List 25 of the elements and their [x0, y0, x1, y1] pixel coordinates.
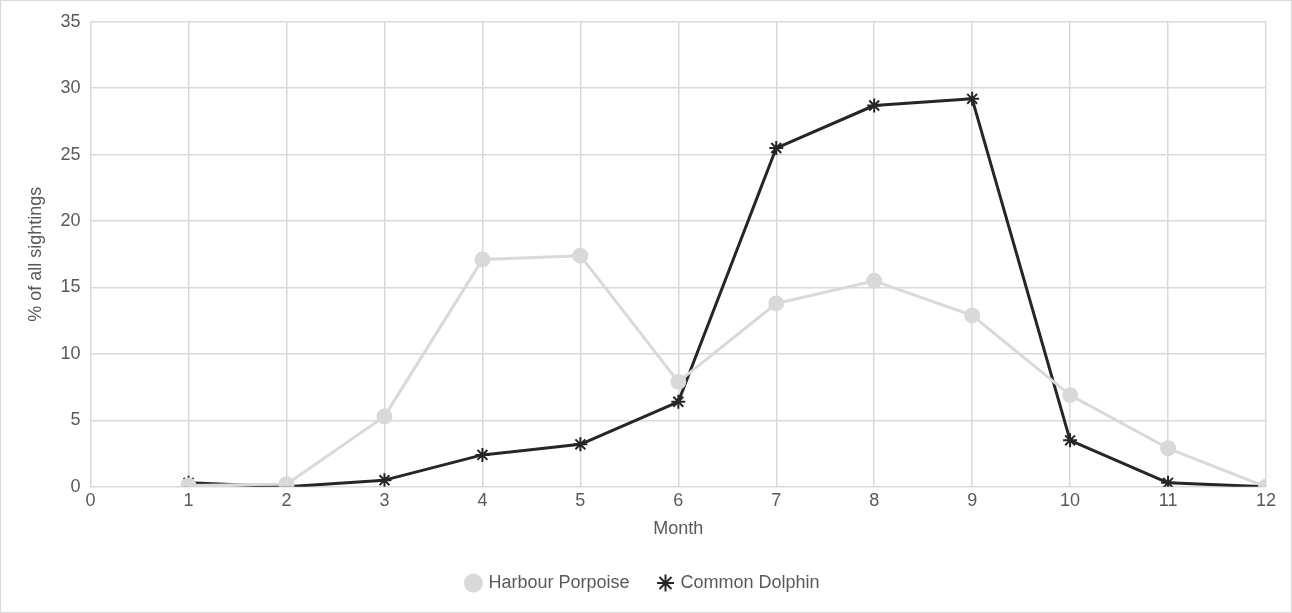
x-axis-title: Month	[653, 518, 704, 539]
x-tick-label: 9	[967, 489, 978, 510]
x-tick-label: 3	[379, 489, 390, 510]
x-tick-label: 7	[771, 489, 782, 510]
y-tick-label: 0	[70, 475, 81, 496]
x-tick-label: 12	[1255, 489, 1277, 510]
y-tick-label: 25	[60, 143, 81, 164]
y-tick-label: 15	[60, 276, 81, 297]
x-tick-label: 6	[673, 489, 684, 510]
x-tick-label: 2	[281, 489, 292, 510]
y-axis-title: % of all sightings	[24, 186, 45, 322]
y-tick-label: 20	[60, 210, 81, 231]
y-tick-label: 10	[60, 342, 81, 363]
x-tick-label: 0	[85, 489, 96, 510]
legend-label: Common Dolphin	[680, 571, 820, 592]
legend-label: Harbour Porpoise	[488, 571, 630, 592]
x-tick-label: 5	[575, 489, 586, 510]
y-tick-label: 30	[60, 77, 81, 98]
x-tick-label: 10	[1060, 489, 1081, 510]
x-tick-label: 1	[183, 489, 194, 510]
y-tick-label: 5	[70, 409, 81, 430]
x-tick-label: 8	[869, 489, 880, 510]
x-tick-label: 11	[1158, 489, 1178, 510]
y-tick-label: 35	[60, 10, 81, 31]
x-tick-label: 4	[477, 489, 488, 510]
